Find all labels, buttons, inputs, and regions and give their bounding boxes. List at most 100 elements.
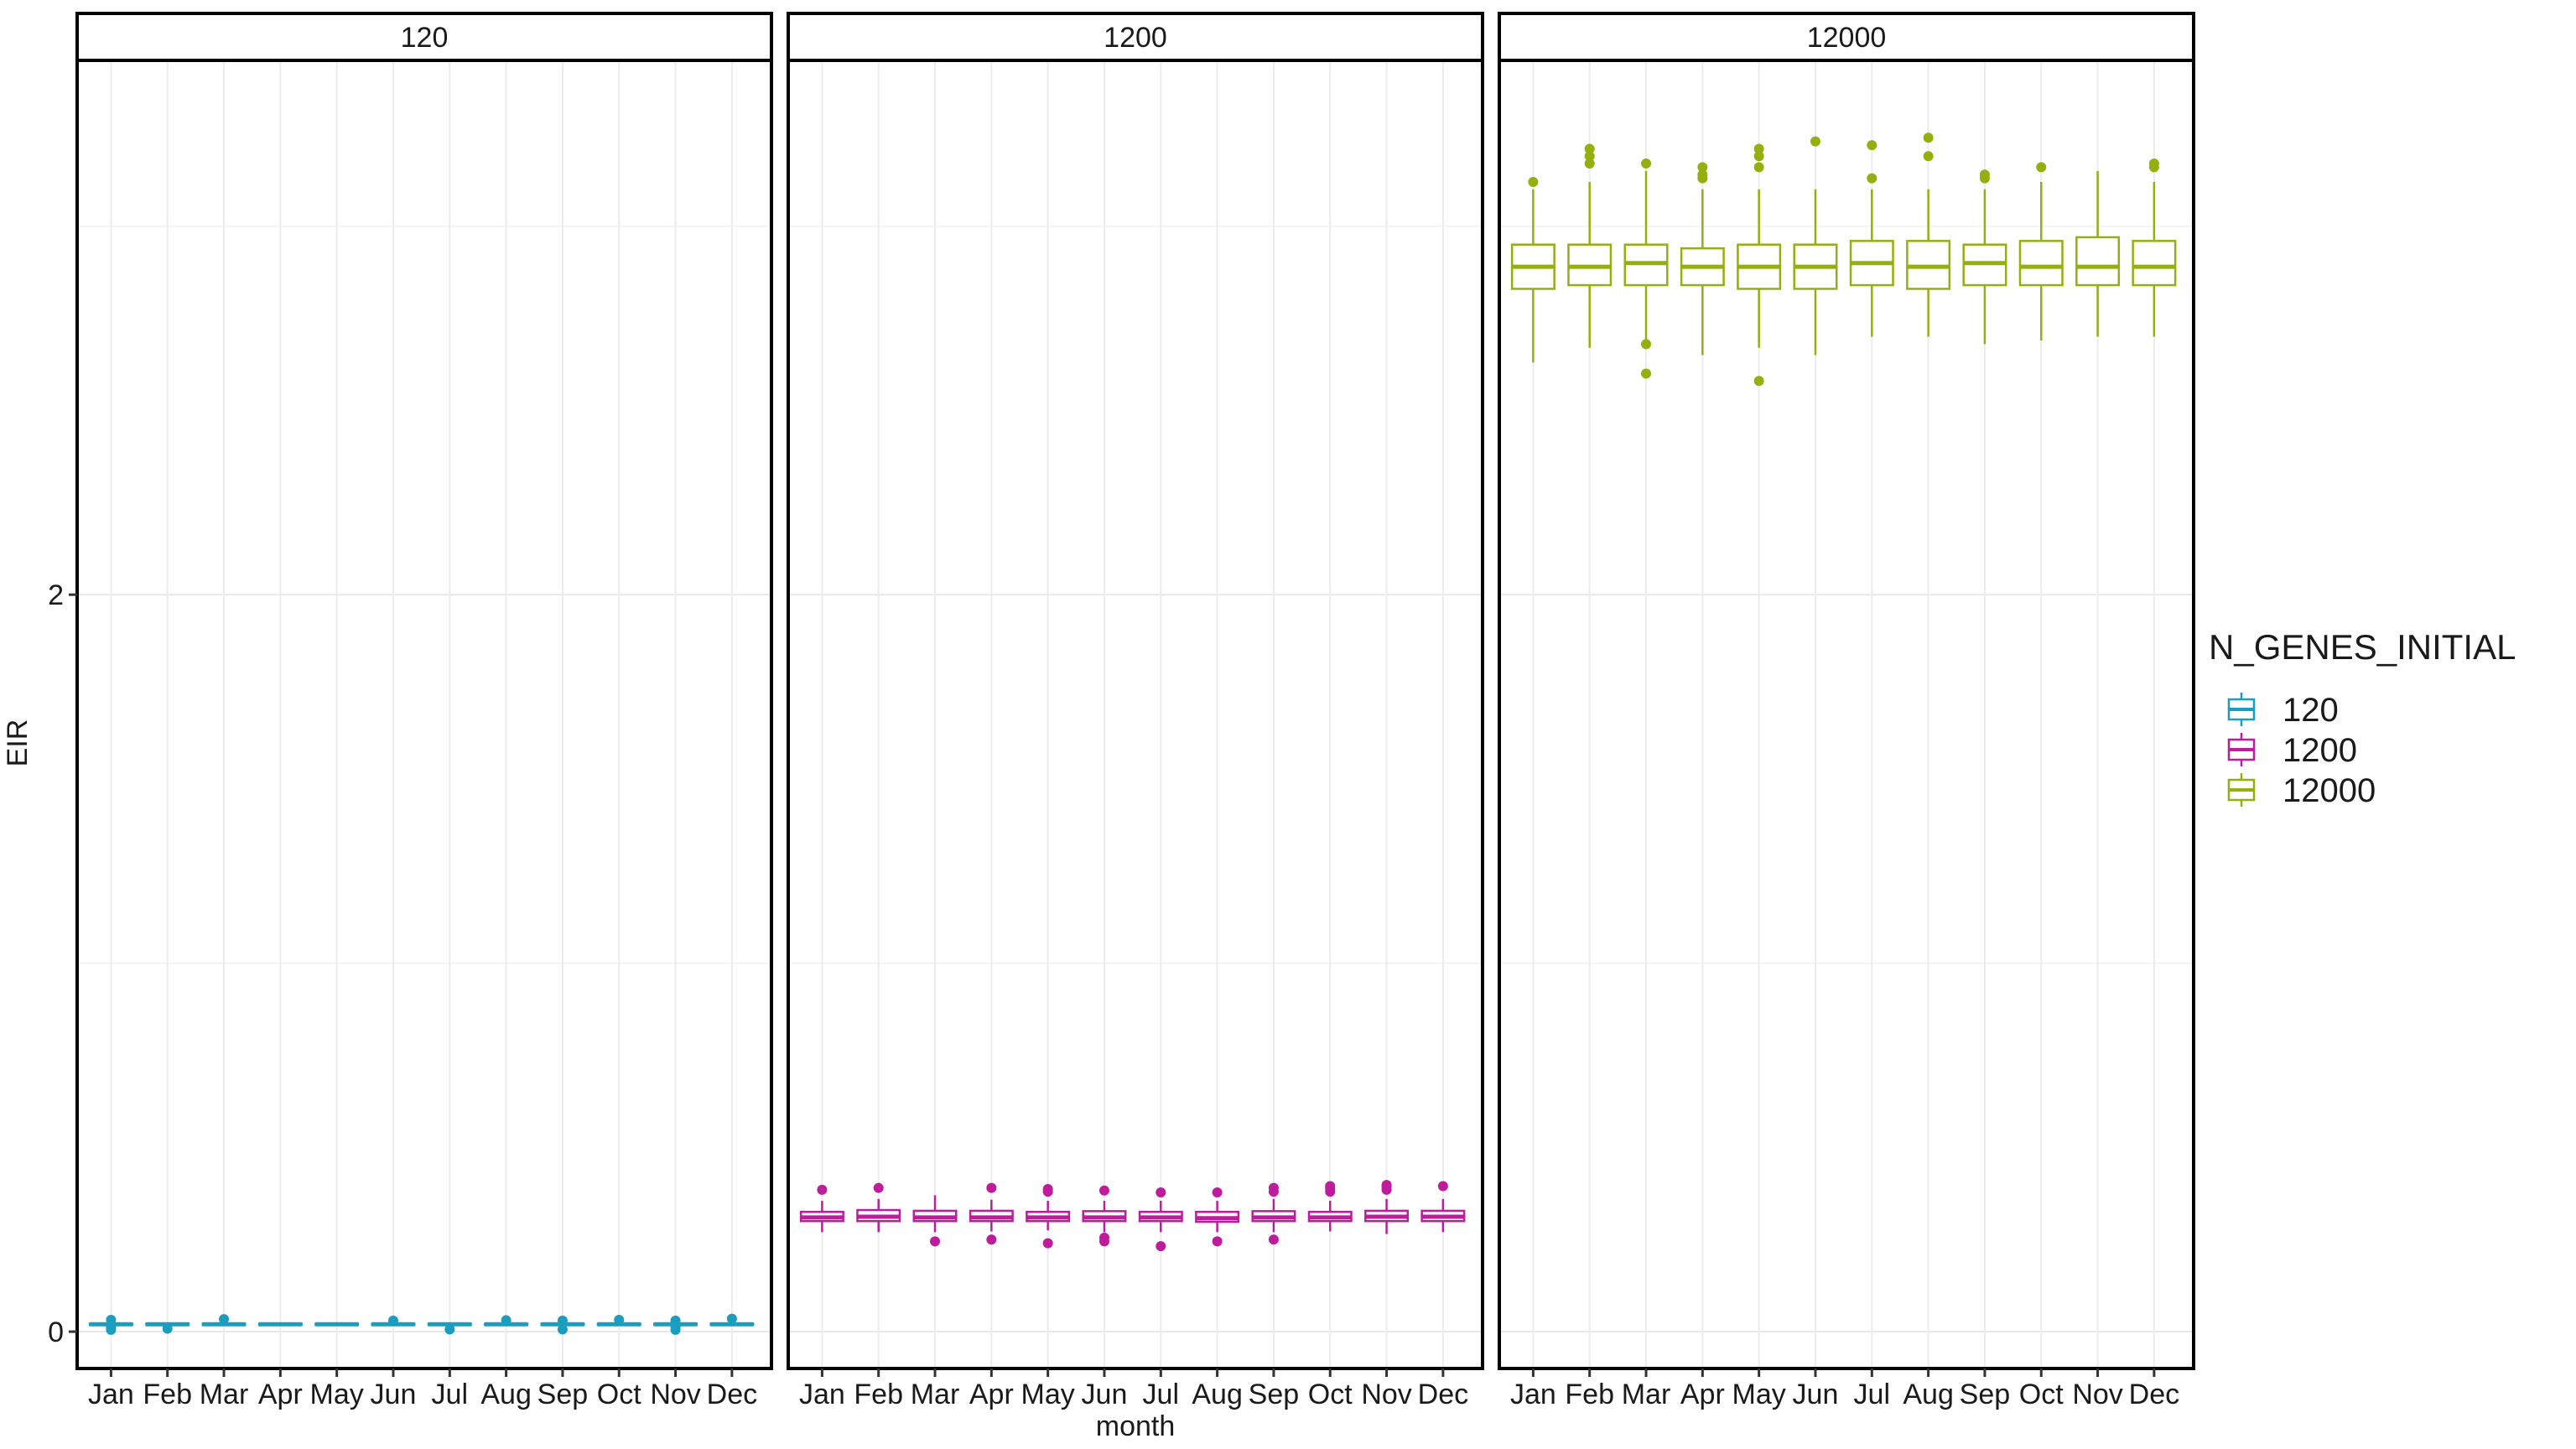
box-120-Aug	[484, 1315, 529, 1327]
box-12000-May	[1737, 143, 1782, 387]
facet-strip	[787, 12, 1484, 62]
facet-panel-120: 120 Jan Feb Mar Apr May Jun Jul Aug Sep Oct Nov Dec	[75, 12, 773, 1410]
facet-strip-label: 120	[401, 22, 449, 54]
outlier-point	[1923, 132, 1934, 143]
x-tick-label: Feb	[1565, 1379, 1614, 1410]
outlier-point	[106, 1314, 117, 1325]
box-120-Jun	[371, 1315, 416, 1327]
outlier-point	[1753, 162, 1764, 173]
box-body	[2132, 240, 2177, 287]
legend-label-12000: 12000	[2283, 772, 2376, 809]
outlier-point	[986, 1182, 997, 1193]
box-1200-Apr	[969, 1182, 1014, 1245]
box-120-Oct	[596, 1314, 641, 1327]
box-120-May	[314, 1322, 360, 1327]
outlier-point	[1753, 143, 1764, 154]
facet-panel-12000: 12000 Jan Feb Mar Apr May Jun Jul Aug Sep Oct Nov De…	[1498, 12, 2195, 1410]
outlier-point	[557, 1315, 568, 1326]
box-1200-Dec	[1420, 1181, 1466, 1233]
box-1200-Sep	[1251, 1182, 1296, 1245]
box-12000-Apr	[1680, 162, 1725, 356]
legend-key-12000	[2227, 773, 2256, 807]
outlier-point	[1584, 143, 1595, 154]
outlier-point	[1867, 140, 1877, 151]
panel-border	[75, 59, 773, 1370]
facet-strip	[75, 12, 773, 62]
x-tick-label: Aug	[1903, 1379, 1954, 1410]
x-tick-label: Jun	[371, 1379, 417, 1410]
x-tick-label: Nov	[1361, 1379, 1411, 1410]
x-tick-label: Nov	[650, 1379, 700, 1410]
box-1200-May	[1026, 1183, 1071, 1249]
y-axis: 02	[48, 579, 77, 1348]
outlier-point	[726, 1313, 737, 1324]
x-axis-title: month	[1096, 1410, 1176, 1442]
box-12000-Sep	[1962, 169, 2007, 345]
facet-panel-1200: 1200 Jan Feb Mar Apr May Jun Jul Aug Sep Oct Nov Dec	[787, 12, 1484, 1410]
x-tick-label: Jul	[1143, 1379, 1179, 1410]
x-tick-label: May	[1021, 1379, 1075, 1410]
box-1200-Oct	[1307, 1181, 1353, 1232]
x-tick-label: Apr	[258, 1379, 303, 1410]
outlier-point	[557, 1324, 568, 1335]
outlier-point	[1212, 1236, 1223, 1247]
outlier-point	[1381, 1180, 1392, 1191]
x-tick-label: Mar	[1622, 1379, 1671, 1410]
box-120-Sep	[540, 1315, 585, 1335]
box-12000-Nov	[2075, 170, 2121, 337]
outlier-point	[986, 1234, 997, 1245]
y-tick-label: 0	[48, 1317, 64, 1348]
outlier-point	[444, 1324, 455, 1335]
outlier-point	[614, 1314, 625, 1325]
outlier-point	[1212, 1187, 1223, 1197]
outlier-point	[873, 1182, 884, 1193]
outlier-point	[670, 1315, 681, 1326]
x-tick-label: Oct	[2019, 1379, 2064, 1410]
box-1200-Jan	[799, 1184, 844, 1233]
outlier-point	[1641, 158, 1652, 169]
outlier-point	[1810, 136, 1820, 147]
outlier-point	[1753, 151, 1764, 162]
x-tick-label: Jun	[1082, 1379, 1128, 1410]
outlier-point	[1325, 1181, 1336, 1192]
outlier-point	[1156, 1241, 1166, 1252]
outlier-point	[1697, 162, 1708, 173]
legend-label-1200: 1200	[2283, 732, 2357, 769]
x-tick-label: Jan	[1510, 1379, 1556, 1410]
box-1200-Jun	[1082, 1185, 1127, 1247]
box-body	[2018, 240, 2064, 287]
y-axis-title: EIR	[2, 719, 34, 767]
x-tick-label: Aug	[480, 1379, 532, 1410]
outlier-point	[1268, 1234, 1279, 1245]
panel-border	[1498, 59, 2195, 1370]
box-1200-Aug	[1195, 1187, 1240, 1247]
outlier-point	[501, 1315, 512, 1326]
x-tick-label: Apr	[969, 1379, 1014, 1410]
box-12000-Aug	[1906, 132, 1951, 337]
facet-strip	[1498, 12, 2195, 62]
x-tick-label: Nov	[2072, 1379, 2122, 1410]
x-tick-label: Feb	[143, 1379, 192, 1410]
outlier-point	[1098, 1233, 1109, 1243]
outlier-point	[387, 1315, 398, 1326]
outlier-point	[1584, 158, 1595, 169]
legend-label-120: 120	[2283, 692, 2339, 729]
x-tick-label: Dec	[2129, 1379, 2179, 1410]
x-tick-label: Dec	[707, 1379, 757, 1410]
legend-title: N_GENES_INITIAL	[2209, 627, 2516, 667]
outlier-point	[1979, 169, 1990, 180]
y-tick-label: 2	[48, 579, 64, 611]
legend-key-120	[2227, 693, 2256, 726]
outlier-point	[930, 1236, 941, 1247]
outlier-point	[219, 1314, 230, 1325]
outlier-point	[1641, 368, 1652, 379]
x-tick-label: Jan	[88, 1379, 134, 1410]
x-tick-label: Dec	[1418, 1379, 1468, 1410]
facet-strip-label: 12000	[1807, 22, 1887, 54]
x-tick-label: Feb	[854, 1379, 903, 1410]
box-12000-Oct	[2018, 162, 2064, 340]
box-120-Jan	[88, 1314, 133, 1335]
